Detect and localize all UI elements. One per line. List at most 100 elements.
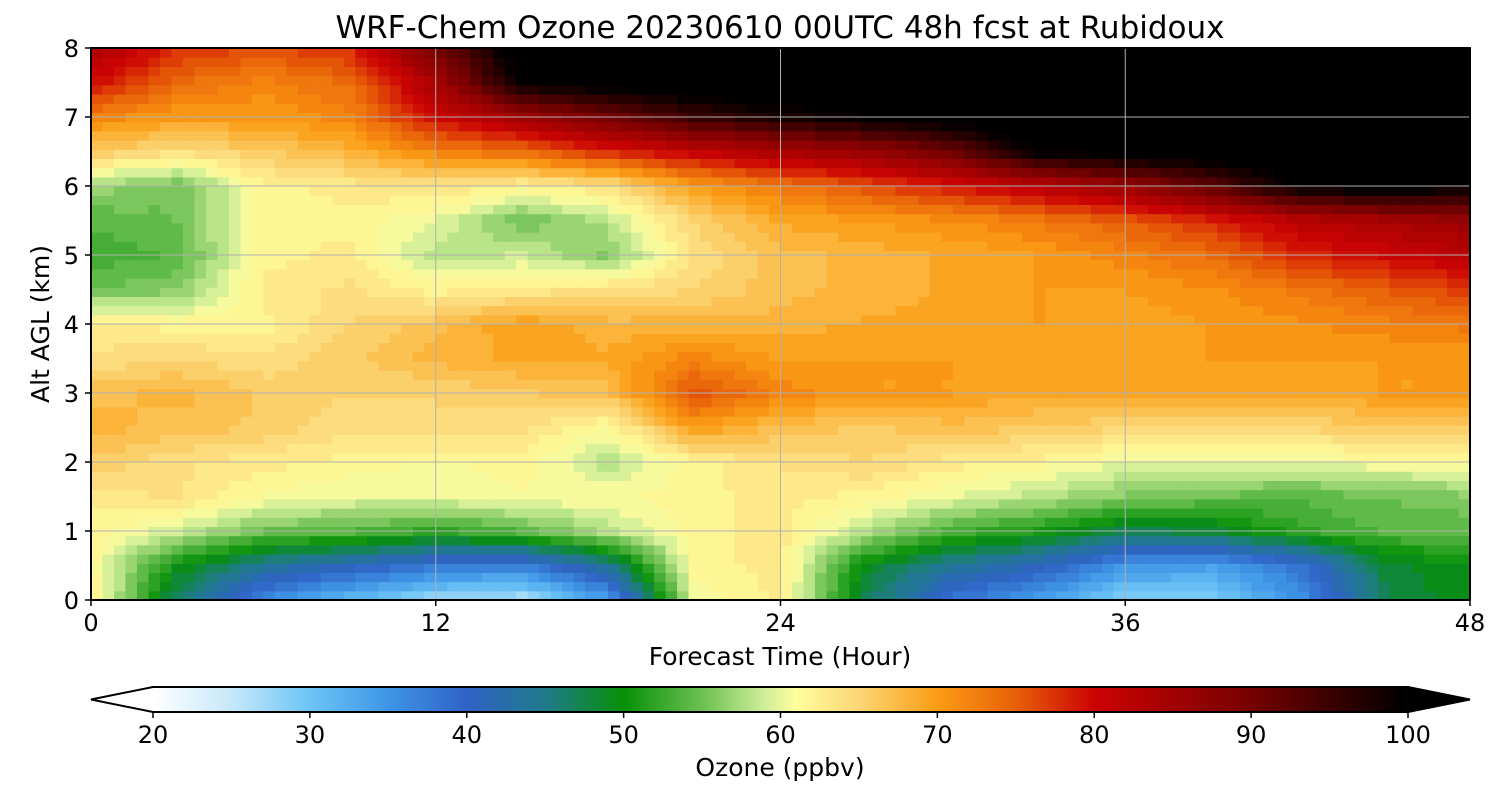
heatmap-cell (286, 581, 299, 592)
heatmap-cell (125, 287, 138, 297)
heatmap-cell (1021, 324, 1034, 334)
heatmap-cell (263, 590, 276, 600)
heatmap-cell (1056, 471, 1069, 481)
heatmap-cell (780, 324, 793, 334)
heatmap-cell (320, 581, 333, 592)
heatmap-cell (998, 397, 1011, 408)
heatmap-cell (148, 462, 161, 472)
heatmap-cell (447, 314, 460, 325)
heatmap-cell (791, 471, 805, 481)
heatmap-cell (539, 425, 552, 435)
heatmap-cell (320, 314, 333, 325)
heatmap-cell (906, 213, 919, 224)
heatmap-cell (964, 232, 977, 242)
heatmap-cell (332, 590, 345, 600)
heatmap-cell (343, 259, 356, 270)
heatmap-cell (194, 213, 207, 224)
heatmap-cell (1159, 406, 1172, 417)
heatmap-cell (1343, 314, 1356, 325)
heatmap-cell (975, 452, 988, 463)
heatmap-cell (780, 563, 793, 573)
heatmap-cell (401, 462, 414, 472)
heatmap-cell (1125, 535, 1138, 546)
heatmap-cell (700, 259, 713, 270)
heatmap-cell (1056, 462, 1069, 472)
heatmap-cell (136, 425, 150, 435)
heatmap-cell (1033, 278, 1046, 288)
heatmap-cell (171, 333, 184, 343)
heatmap-cell (688, 370, 701, 380)
heatmap-cell (665, 480, 678, 491)
heatmap-cell (481, 590, 494, 600)
heatmap-cell (435, 333, 448, 343)
heatmap-cell (952, 222, 965, 233)
heatmap-cell (251, 287, 264, 297)
heatmap-cell (1194, 259, 1207, 270)
heatmap-cell (1263, 572, 1276, 583)
heatmap-cell (1366, 333, 1379, 343)
heatmap-cell (711, 406, 724, 417)
heatmap-cell (654, 480, 667, 491)
heatmap-cell (1033, 471, 1046, 481)
heatmap-cell (343, 278, 356, 288)
heatmap-cell (481, 397, 494, 408)
heatmap-cell (1320, 342, 1333, 353)
heatmap-cell (366, 498, 379, 509)
heatmap-cell (332, 296, 345, 307)
heatmap-cell (1332, 305, 1345, 316)
heatmap-cell (1044, 360, 1057, 371)
heatmap-cell (608, 425, 621, 435)
heatmap-cell (1355, 268, 1368, 279)
heatmap-cell (757, 222, 770, 233)
heatmap-cell (309, 581, 322, 592)
heatmap-cell (1240, 434, 1253, 445)
heatmap-cell (1447, 572, 1460, 583)
heatmap-cell (814, 480, 828, 491)
heatmap-cell (814, 397, 828, 408)
heatmap-cell (378, 508, 391, 518)
heatmap-cell (1148, 360, 1161, 371)
heatmap-cell (1320, 333, 1333, 343)
heatmap-cell (171, 416, 184, 426)
heatmap-cell (125, 314, 138, 325)
heatmap-cell (309, 379, 322, 389)
heatmap-cell (1079, 544, 1092, 555)
heatmap-cell (1332, 535, 1345, 546)
heatmap-cell (263, 241, 276, 251)
heatmap-cell (424, 268, 437, 279)
heatmap-cell (757, 370, 770, 380)
heatmap-cell (470, 471, 483, 481)
heatmap-cell (1458, 462, 1470, 472)
heatmap-cell (895, 278, 908, 288)
heatmap-cell (700, 452, 713, 463)
heatmap-cell (401, 434, 414, 445)
heatmap-cell (1217, 554, 1230, 564)
heatmap-cell (251, 572, 264, 583)
heatmap-cell (1217, 333, 1230, 343)
heatmap-cell (1171, 443, 1184, 454)
heatmap-cell (746, 498, 759, 509)
heatmap-cell (481, 241, 494, 251)
heatmap-cell (1412, 517, 1425, 527)
heatmap-cell (746, 489, 759, 500)
heatmap-cell (562, 222, 575, 233)
heatmap-cell (883, 590, 897, 600)
heatmap-cell (1401, 535, 1414, 546)
heatmap-cell (1389, 379, 1402, 389)
heatmap-cell (677, 443, 690, 454)
heatmap-cell (562, 241, 575, 251)
heatmap-cell (769, 406, 782, 417)
heatmap-cell (1102, 480, 1115, 491)
heatmap-cell (1424, 351, 1437, 362)
heatmap-cell (194, 563, 207, 573)
heatmap-cell (895, 324, 908, 334)
heatmap-cell (780, 360, 793, 371)
heatmap-cell (148, 498, 161, 509)
heatmap-cell (608, 406, 621, 417)
heatmap-cell (1424, 416, 1437, 426)
heatmap-cell (102, 278, 115, 288)
heatmap-cell (182, 296, 196, 307)
heatmap-cell (1021, 508, 1034, 518)
heatmap-cell (309, 416, 322, 426)
heatmap-cell (113, 416, 127, 426)
